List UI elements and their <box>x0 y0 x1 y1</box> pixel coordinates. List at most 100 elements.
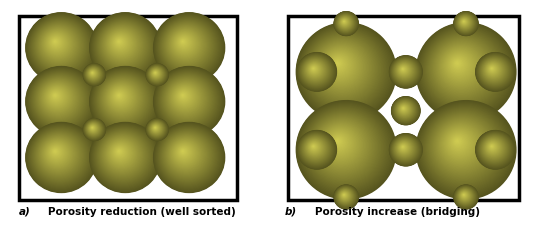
Ellipse shape <box>100 133 145 177</box>
Ellipse shape <box>297 130 337 169</box>
Ellipse shape <box>39 25 79 65</box>
Ellipse shape <box>146 64 168 85</box>
Ellipse shape <box>91 71 94 74</box>
Ellipse shape <box>300 104 391 194</box>
Ellipse shape <box>94 16 155 77</box>
Ellipse shape <box>47 88 66 106</box>
Ellipse shape <box>459 17 470 28</box>
Ellipse shape <box>457 15 473 30</box>
Ellipse shape <box>332 58 344 70</box>
Ellipse shape <box>343 194 345 196</box>
Ellipse shape <box>83 118 106 141</box>
Ellipse shape <box>149 67 164 81</box>
Ellipse shape <box>397 63 411 77</box>
Ellipse shape <box>159 18 216 74</box>
Ellipse shape <box>393 98 418 123</box>
Ellipse shape <box>456 187 475 205</box>
Ellipse shape <box>454 137 462 146</box>
Ellipse shape <box>26 123 96 192</box>
Ellipse shape <box>329 55 348 74</box>
Ellipse shape <box>398 103 410 115</box>
Ellipse shape <box>391 135 420 163</box>
Ellipse shape <box>484 138 503 158</box>
Ellipse shape <box>29 126 92 188</box>
Ellipse shape <box>175 34 193 51</box>
Ellipse shape <box>457 189 473 204</box>
Ellipse shape <box>458 16 472 29</box>
Ellipse shape <box>115 147 125 157</box>
Ellipse shape <box>394 60 415 81</box>
Ellipse shape <box>152 69 160 77</box>
Ellipse shape <box>86 121 102 137</box>
Ellipse shape <box>487 64 498 74</box>
Ellipse shape <box>455 186 476 207</box>
Ellipse shape <box>34 74 85 125</box>
Ellipse shape <box>312 145 315 148</box>
Ellipse shape <box>113 36 128 50</box>
Ellipse shape <box>54 151 55 152</box>
Ellipse shape <box>312 67 315 70</box>
Ellipse shape <box>181 149 185 154</box>
Ellipse shape <box>308 141 321 153</box>
Ellipse shape <box>336 187 355 206</box>
Ellipse shape <box>167 136 204 173</box>
Ellipse shape <box>425 110 502 186</box>
Ellipse shape <box>402 107 405 110</box>
Ellipse shape <box>176 36 191 50</box>
Ellipse shape <box>310 115 375 178</box>
Ellipse shape <box>394 99 416 121</box>
Ellipse shape <box>334 137 342 146</box>
Ellipse shape <box>394 60 416 82</box>
Ellipse shape <box>396 140 413 156</box>
Ellipse shape <box>168 81 203 115</box>
Ellipse shape <box>433 39 492 97</box>
Ellipse shape <box>479 56 510 86</box>
Ellipse shape <box>445 52 473 79</box>
Ellipse shape <box>51 37 61 47</box>
Ellipse shape <box>151 124 161 133</box>
Ellipse shape <box>338 16 352 29</box>
Ellipse shape <box>91 72 94 74</box>
Ellipse shape <box>318 45 364 89</box>
Ellipse shape <box>335 186 357 208</box>
Ellipse shape <box>84 120 104 139</box>
Ellipse shape <box>26 14 95 81</box>
Ellipse shape <box>400 144 407 151</box>
Ellipse shape <box>434 118 490 173</box>
Ellipse shape <box>336 14 355 32</box>
Ellipse shape <box>461 19 468 25</box>
Ellipse shape <box>327 131 352 155</box>
Ellipse shape <box>399 143 408 152</box>
Ellipse shape <box>109 86 132 108</box>
Ellipse shape <box>335 185 357 208</box>
Bar <box>19 16 237 200</box>
Ellipse shape <box>336 13 356 33</box>
Ellipse shape <box>428 35 498 103</box>
Ellipse shape <box>298 24 394 119</box>
Ellipse shape <box>40 81 76 116</box>
Ellipse shape <box>480 135 508 162</box>
Ellipse shape <box>299 54 334 89</box>
Ellipse shape <box>89 12 161 83</box>
Ellipse shape <box>154 72 156 74</box>
Ellipse shape <box>455 13 476 34</box>
Ellipse shape <box>458 189 471 202</box>
Ellipse shape <box>168 137 203 172</box>
Ellipse shape <box>301 27 390 114</box>
Ellipse shape <box>489 65 497 73</box>
Ellipse shape <box>83 118 106 141</box>
Ellipse shape <box>173 141 197 165</box>
Ellipse shape <box>148 121 165 137</box>
Ellipse shape <box>458 189 471 202</box>
Ellipse shape <box>117 39 122 45</box>
Ellipse shape <box>297 52 337 92</box>
Ellipse shape <box>402 107 404 109</box>
Ellipse shape <box>171 29 200 59</box>
Ellipse shape <box>85 121 102 137</box>
Ellipse shape <box>153 12 225 83</box>
Ellipse shape <box>390 56 421 87</box>
Ellipse shape <box>100 76 146 122</box>
Ellipse shape <box>459 191 470 201</box>
Ellipse shape <box>310 65 318 73</box>
Ellipse shape <box>53 149 58 154</box>
